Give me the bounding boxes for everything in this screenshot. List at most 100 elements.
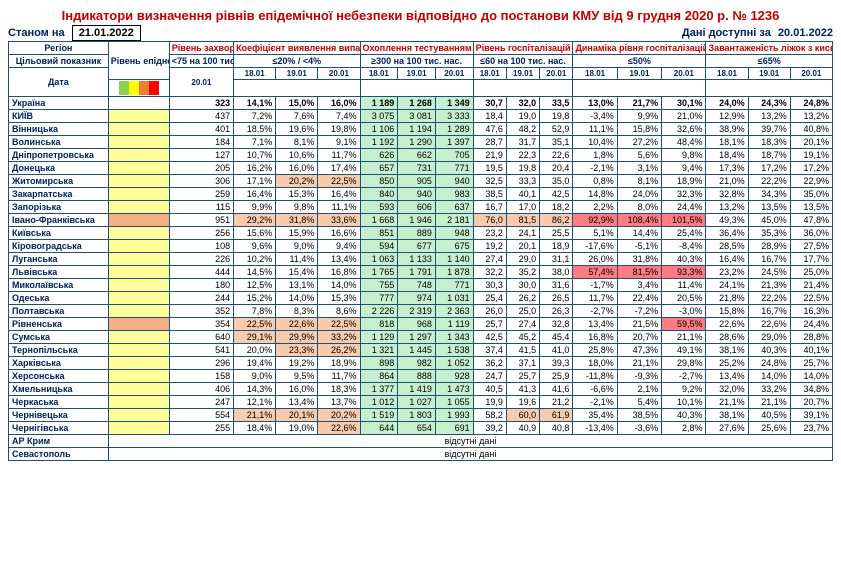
cell: 677 bbox=[398, 240, 436, 253]
cell: 25,6% bbox=[748, 422, 790, 435]
cell: -11,8% bbox=[573, 370, 617, 383]
cell: 9,4% bbox=[318, 240, 360, 253]
cell: 968 bbox=[398, 318, 436, 331]
cell: 92,9% bbox=[573, 214, 617, 227]
cell: 10,6% bbox=[276, 149, 318, 162]
cell: 16,4% bbox=[318, 188, 360, 201]
cell: 31,7 bbox=[506, 136, 539, 149]
cell: 18,7% bbox=[748, 149, 790, 162]
cell: Івано-Франківська bbox=[9, 214, 109, 227]
cell: 14,3% bbox=[234, 383, 276, 396]
cell: 2 363 bbox=[435, 305, 473, 318]
cell: 20,7% bbox=[790, 396, 832, 409]
cell: 40,3% bbox=[748, 344, 790, 357]
cell: 1 055 bbox=[435, 396, 473, 409]
cell: 21,4% bbox=[790, 279, 832, 292]
cell bbox=[108, 110, 169, 123]
cell: 31,8% bbox=[276, 214, 318, 227]
cell: 25,2% bbox=[706, 357, 748, 370]
cell: 10,2% bbox=[234, 253, 276, 266]
cell: 594 bbox=[360, 240, 398, 253]
cell: 15,9% bbox=[276, 227, 318, 240]
cell: 101,5% bbox=[662, 214, 706, 227]
cell: 306 bbox=[169, 175, 233, 188]
cell: 15,0% bbox=[276, 97, 318, 110]
cell: Житомирська bbox=[9, 175, 109, 188]
cell: 20,7% bbox=[617, 331, 661, 344]
cell: -2,1% bbox=[573, 162, 617, 175]
hdr-d1d: 18.01 bbox=[573, 68, 617, 80]
cell: 15,8% bbox=[617, 123, 661, 136]
cell: 36,0% bbox=[790, 227, 832, 240]
hdr-d3e: 20.01 bbox=[790, 68, 832, 80]
cell: 49,3% bbox=[706, 214, 748, 227]
cell: 32,3% bbox=[662, 188, 706, 201]
cell: 41,5 bbox=[506, 344, 539, 357]
cell: 38,5% bbox=[617, 409, 661, 422]
absent-cell: відсутні дані bbox=[108, 448, 832, 461]
table-row: Івано-Франківська95129,2%31,8%33,6%1 668… bbox=[9, 214, 833, 227]
cell: 33,6% bbox=[318, 214, 360, 227]
cell: 2,2% bbox=[573, 201, 617, 214]
cell: 20,1 bbox=[506, 240, 539, 253]
cell: 21,1% bbox=[662, 331, 706, 344]
cell: 3 333 bbox=[435, 110, 473, 123]
cell: 27,4 bbox=[473, 253, 506, 266]
cell: 26,5 bbox=[540, 292, 573, 305]
cell: 2 226 bbox=[360, 305, 398, 318]
cell: -3,4% bbox=[573, 110, 617, 123]
cell: 22,5% bbox=[790, 292, 832, 305]
cell: 14,4% bbox=[617, 227, 661, 240]
cell: 21,1% bbox=[748, 396, 790, 409]
cell: 9,9% bbox=[234, 201, 276, 214]
cell: 13,4% bbox=[276, 396, 318, 409]
cell: 15,3% bbox=[276, 188, 318, 201]
cell: 18,3% bbox=[748, 136, 790, 149]
cell: 8,1% bbox=[617, 175, 661, 188]
cell: Рівненська bbox=[9, 318, 109, 331]
cell: 1 289 bbox=[435, 123, 473, 136]
cell: 24,0% bbox=[617, 188, 661, 201]
cell: 840 bbox=[360, 188, 398, 201]
cell: 905 bbox=[398, 175, 436, 188]
cell bbox=[108, 279, 169, 292]
cell: 771 bbox=[435, 162, 473, 175]
cell: 127 bbox=[169, 149, 233, 162]
cell: Львівська bbox=[9, 266, 109, 279]
cell: 1 012 bbox=[360, 396, 398, 409]
cell: 21,0% bbox=[706, 175, 748, 188]
cell: -17,6% bbox=[573, 240, 617, 253]
cell bbox=[108, 292, 169, 305]
cell: 24,0% bbox=[706, 97, 748, 110]
cell: 14,5% bbox=[234, 266, 276, 279]
cell: 1 192 bbox=[360, 136, 398, 149]
cell: 20,5% bbox=[662, 292, 706, 305]
cell: 24,8% bbox=[748, 357, 790, 370]
cell: 850 bbox=[360, 175, 398, 188]
cell: 36,2 bbox=[473, 357, 506, 370]
cell: 27,4 bbox=[506, 318, 539, 331]
cell: 60,0 bbox=[506, 409, 539, 422]
cell: 13,2% bbox=[706, 201, 748, 214]
cell: 12,1% bbox=[234, 396, 276, 409]
cell: 40,5 bbox=[473, 383, 506, 396]
cell bbox=[108, 123, 169, 136]
cell: 33,5 bbox=[540, 97, 573, 110]
hdr-hosp: Рівень госпіталізацій bbox=[473, 42, 573, 55]
cell: 34,3% bbox=[748, 188, 790, 201]
table-row: Київська25615,6%15,9%16,6%85188994823,22… bbox=[9, 227, 833, 240]
cell: 38,1% bbox=[706, 409, 748, 422]
cell bbox=[108, 188, 169, 201]
cell: 244 bbox=[169, 292, 233, 305]
cell: 40,5% bbox=[748, 409, 790, 422]
cell: 57,4% bbox=[573, 266, 617, 279]
cell: 86,2 bbox=[540, 214, 573, 227]
hdr-date: Дата bbox=[9, 68, 109, 97]
cell: 20,1% bbox=[276, 409, 318, 422]
hdr-d2d: 19.01 bbox=[617, 68, 661, 80]
cell: 25,8% bbox=[573, 344, 617, 357]
cell: -2,7% bbox=[573, 305, 617, 318]
cell: 1 290 bbox=[398, 136, 436, 149]
cell: 755 bbox=[360, 279, 398, 292]
cell: 21,5% bbox=[617, 318, 661, 331]
